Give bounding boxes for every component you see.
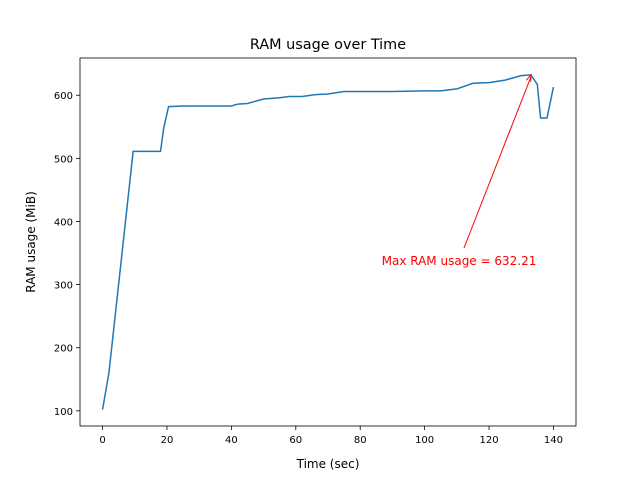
x-tick-label: 60 (289, 435, 302, 446)
y-tick-label: 500 (54, 154, 73, 165)
x-tick-label: 40 (225, 435, 238, 446)
x-tick-label: 100 (415, 435, 434, 446)
y-tick-label: 100 (54, 407, 73, 418)
y-tick-label: 200 (54, 344, 73, 355)
x-tick-label: 120 (479, 435, 498, 446)
plot-frame (79, 57, 577, 427)
x-tick-label: 0 (99, 435, 105, 446)
y-tick-label: 600 (54, 91, 73, 102)
annotation-arrowhead (525, 73, 532, 82)
x-tick-label: 80 (354, 435, 367, 446)
annotation-arrow (463, 76, 532, 249)
y-tick-label: 400 (54, 217, 73, 228)
y-axis-label: RAM usage (MiB) (24, 191, 38, 293)
x-axis-label: Time (sec) (296, 457, 360, 471)
y-tick-label: 300 (54, 281, 73, 292)
line (101, 74, 555, 410)
x-tick-label: 20 (161, 435, 174, 446)
annotation: Max RAM usage = 632.21 (382, 254, 537, 268)
chart-title: RAM usage over Time (250, 37, 406, 53)
x-tick-label: 140 (544, 435, 563, 446)
